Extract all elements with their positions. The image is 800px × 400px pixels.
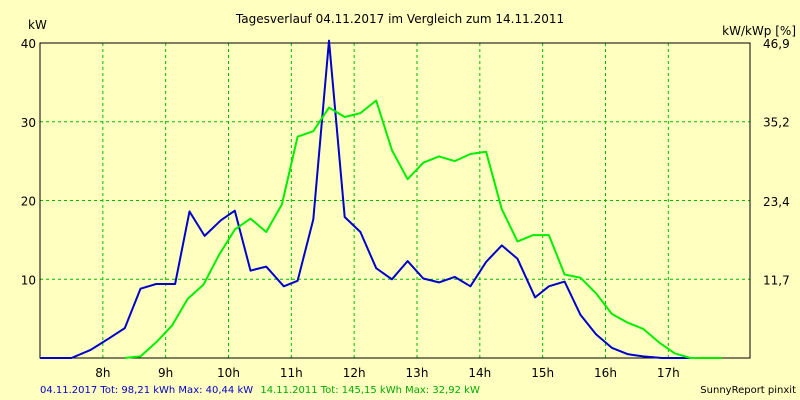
axis-ticks: 8h 9h 10h 11h 12h 13h 14h 15h 16h 17h 10 20 30 40 11,7… — [21, 37, 790, 380]
x-tick-label: 8h — [95, 366, 110, 380]
y-left-tick-label: 10 — [21, 273, 36, 287]
y-right-tick-label: 46,9 — [763, 37, 790, 51]
plot-frame — [39, 42, 751, 359]
x-tick-label: 13h — [406, 366, 429, 380]
y-right-tick-label: 35,2 — [763, 116, 790, 130]
series-layer — [40, 39, 722, 359]
chart-title: Tagesverlauf 04.11.2017 im Vergleich zum… — [235, 12, 564, 26]
series-line-1 — [40, 39, 694, 359]
x-tick-label: 12h — [343, 366, 366, 380]
legend-series-2: 14.11.2011 Tot: 145,15 kWh Max: 32,92 kW — [260, 385, 480, 396]
x-tick-label: 14h — [468, 366, 491, 380]
right-axis-unit: kW/kWp [%] — [722, 24, 796, 38]
y-left-tick-label: 20 — [21, 195, 36, 209]
x-tick-label: 15h — [531, 366, 554, 380]
x-tick-label: 10h — [217, 366, 240, 380]
y-right-tick-label: 11,7 — [763, 273, 790, 287]
x-tick-label: 11h — [280, 366, 303, 380]
x-tick-label: 17h — [657, 366, 680, 380]
y-left-tick-label: 40 — [21, 37, 36, 51]
legend-series-1: 04.11.2017 Tot: 98,21 kWh Max: 40,44 kW — [40, 385, 253, 396]
brand-label: SunnyReport pinxit — [700, 385, 796, 396]
footer-legend: 04.11.2017 Tot: 98,21 kWh Max: 40,44 kW … — [40, 385, 480, 396]
left-axis-unit: kW — [28, 18, 47, 32]
y-left-tick-label: 30 — [21, 116, 36, 130]
series-line-2 — [124, 99, 722, 359]
x-tick-label: 9h — [158, 366, 173, 380]
y-right-tick-label: 23,4 — [763, 195, 790, 209]
x-tick-label: 16h — [594, 366, 617, 380]
grid — [40, 43, 750, 358]
